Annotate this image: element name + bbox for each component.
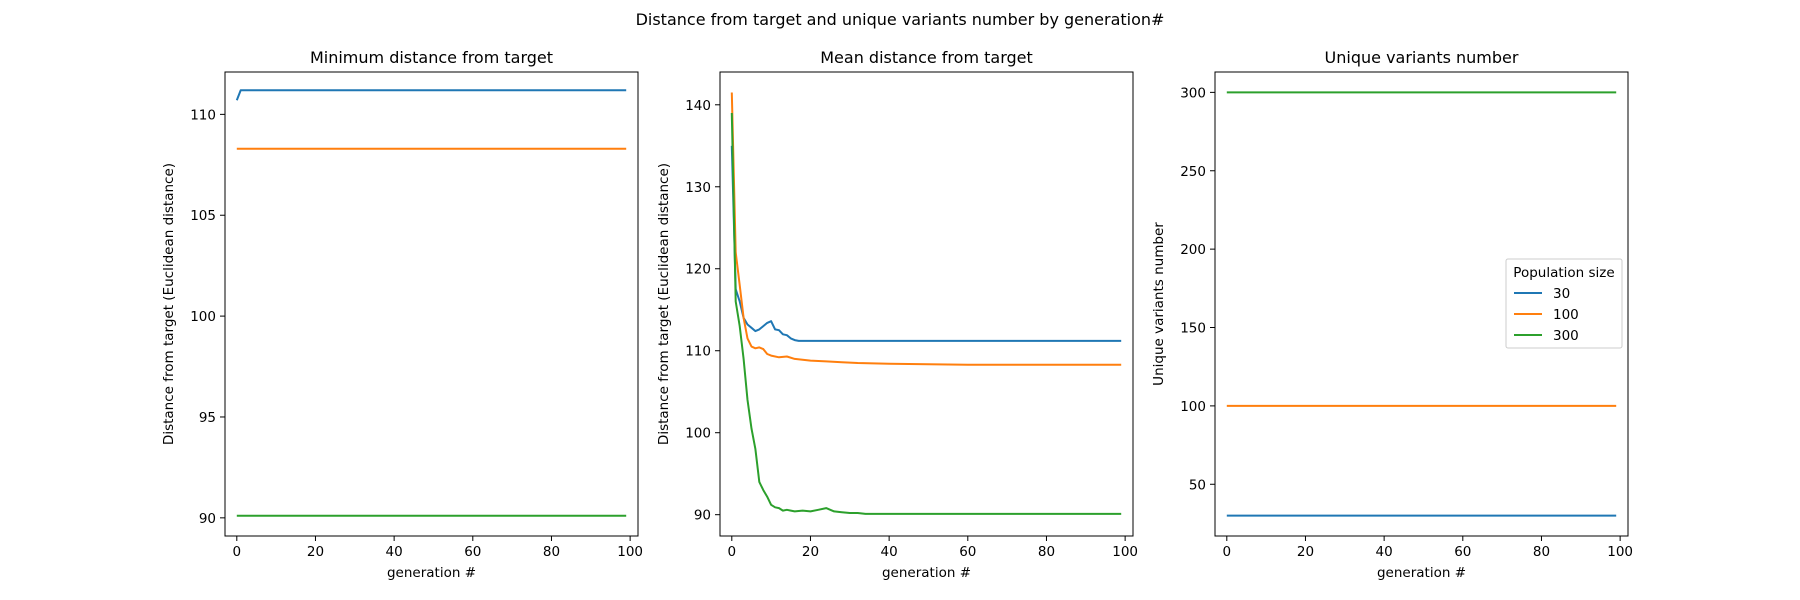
x-tick-label: 40 (1376, 544, 1393, 560)
panel-2-frame (719, 71, 1134, 537)
x-tick-label: 100 (1112, 544, 1138, 560)
y-tick-label: 200 (1180, 242, 1206, 258)
legend-entries: 30 100 300 (1514, 286, 1579, 344)
panel-1-frame (224, 71, 639, 537)
panel-3-x-label: generation # (1377, 565, 1466, 581)
panel-3-frame (1214, 71, 1629, 537)
x-tick-label: 40 (386, 544, 403, 560)
x-tick-label: 20 (1297, 544, 1314, 560)
x-tick-label: 20 (802, 544, 819, 560)
panel-1-series (235, 89, 627, 517)
series-line-30 (235, 89, 627, 101)
panel-2-title: Mean distance from target (820, 48, 1033, 67)
y-tick-label: 110 (190, 107, 216, 123)
legend-label-30: 30 (1553, 286, 1570, 302)
x-tick-label: 0 (1223, 544, 1232, 560)
chart-panel-3: Unique variants number 0 20 40 60 80 100 50 100 1… (1151, 48, 1633, 581)
y-tick-label: 50 (1189, 477, 1206, 493)
panel-1-y-label: Distance from target (Euclidean distance… (161, 163, 177, 445)
panel-1-x-label: generation # (387, 565, 476, 581)
series-line-300 (730, 112, 1122, 515)
x-tick-label: 60 (464, 544, 481, 560)
panel-3-y-label: Unique variants number (1151, 222, 1167, 386)
series-line-100 (730, 92, 1122, 366)
y-tick-label: 110 (685, 344, 711, 360)
y-tick-label: 250 (1180, 164, 1206, 180)
legend-label-100: 100 (1553, 307, 1579, 323)
panel-2-series (730, 92, 1122, 515)
y-tick-label: 95 (199, 410, 216, 426)
panel-3-title: Unique variants number (1325, 48, 1519, 67)
x-tick-label: 80 (1038, 544, 1055, 560)
panel-3-series (1226, 91, 1617, 517)
legend: Population size 30 100 300 (1505, 258, 1623, 349)
x-tick-label: 100 (617, 544, 643, 560)
y-tick-label: 100 (190, 309, 216, 325)
x-tick-label: 40 (881, 544, 898, 560)
x-tick-label: 20 (307, 544, 324, 560)
y-tick-label: 140 (685, 98, 711, 114)
series-line-30 (730, 145, 1122, 342)
legend-title: Population size (1513, 265, 1614, 281)
y-tick-label: 105 (190, 208, 216, 224)
x-tick-label: 80 (1533, 544, 1550, 560)
y-tick-label: 130 (685, 180, 711, 196)
panel-1-title: Minimum distance from target (310, 48, 553, 67)
figure-title: Distance from target and unique variants… (636, 10, 1165, 29)
x-tick-label: 60 (1454, 544, 1471, 560)
chart-panel-2: Mean distance from target 0 20 40 60 80 100 90 1… (656, 48, 1138, 581)
x-tick-label: 0 (728, 544, 737, 560)
y-tick-label: 90 (199, 511, 216, 527)
y-tick-label: 120 (685, 262, 711, 278)
x-tick-label: 100 (1607, 544, 1633, 560)
y-tick-label: 90 (694, 508, 711, 524)
y-tick-label: 150 (1180, 321, 1206, 337)
x-tick-label: 60 (959, 544, 976, 560)
y-tick-label: 300 (1180, 85, 1206, 101)
y-tick-label: 100 (685, 426, 711, 442)
legend-box (1505, 258, 1623, 349)
chart-panel-1: Minimum distance from target 0 20 40 60 80 100… (161, 48, 643, 581)
panel-2-y-label: Distance from target (Euclidean distance… (656, 163, 672, 445)
x-tick-label: 0 (233, 544, 242, 560)
legend-label-300: 300 (1553, 328, 1579, 344)
y-tick-label: 100 (1180, 399, 1206, 415)
chart-panels: Minimum distance from target 0 20 40 60 80 100… (161, 48, 1633, 581)
x-tick-label: 80 (543, 544, 560, 560)
panel-2-x-label: generation # (882, 565, 971, 581)
